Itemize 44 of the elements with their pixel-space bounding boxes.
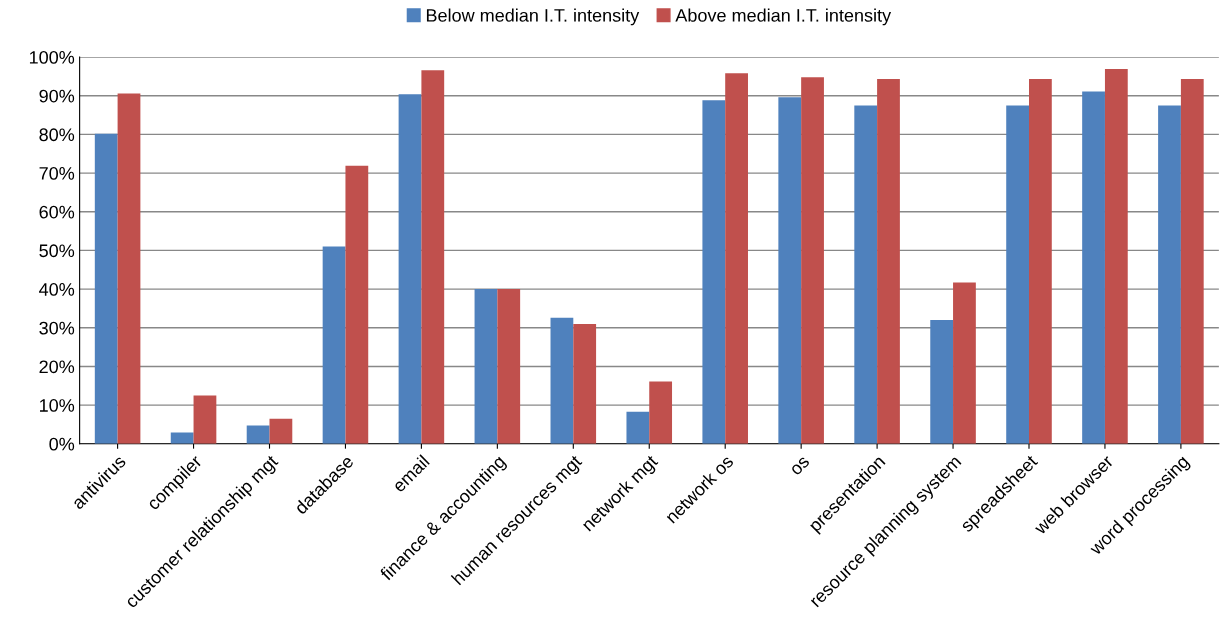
y-tick-label: 0%: [49, 437, 75, 451]
y-tick-label: 90%: [39, 89, 75, 103]
bar: [725, 73, 748, 444]
bar: [1029, 79, 1052, 444]
y-tick-label: 100%: [29, 50, 75, 64]
bar: [398, 94, 422, 444]
y-tick-label: 60%: [39, 205, 75, 219]
bar: [626, 411, 650, 444]
bar: [345, 165, 369, 444]
y-tick-label: 40%: [39, 283, 75, 296]
legend-label: Below median I.T. intensity: [426, 8, 640, 26]
y-tick-label: 50%: [39, 244, 75, 258]
bar: [246, 425, 270, 444]
bar: [550, 317, 574, 444]
bar: [778, 97, 802, 444]
y-tick-label: 20%: [39, 360, 75, 374]
bar: [953, 282, 976, 444]
bar: [269, 418, 293, 444]
bar: [877, 79, 900, 444]
bar: [1006, 105, 1029, 444]
bar: [193, 395, 217, 444]
y-tick-label: 80%: [39, 128, 75, 142]
bar: [474, 289, 498, 444]
bar: [1104, 69, 1128, 444]
y-tick-label: 30%: [39, 321, 75, 335]
bar: [649, 381, 673, 444]
bar: [497, 289, 521, 444]
bar: [117, 93, 141, 444]
bar: [801, 77, 824, 444]
bar: [170, 432, 194, 444]
y-tick-label: 10%: [40, 399, 75, 412]
bar: [1180, 79, 1204, 444]
bar: [854, 105, 878, 444]
bar: [573, 323, 597, 444]
bar: [421, 70, 445, 444]
bar: [322, 246, 346, 444]
bar: [702, 100, 726, 444]
bar: [930, 320, 954, 444]
bar: [1158, 105, 1181, 444]
legend-label: Above median I.T. intensity: [675, 8, 892, 26]
x-tick-label: os: [790, 456, 811, 476]
y-tick-label: 70%: [39, 167, 75, 180]
bar: [94, 133, 118, 444]
bar: [1082, 91, 1105, 444]
